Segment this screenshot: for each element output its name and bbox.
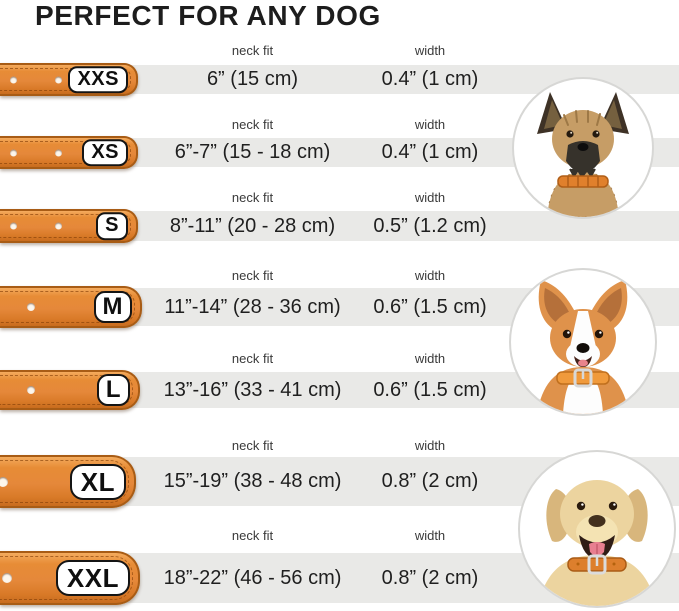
column-labels-row: neck fit width [0, 117, 679, 133]
neck-fit-value: 11”-14” (28 - 36 cm) [164, 295, 341, 318]
neck-fit-column-label: neck fit [231, 43, 274, 58]
collar-hole [2, 573, 12, 583]
neck-fit-value: 6” (15 cm) [206, 68, 299, 90]
neck-fit-column-label: neck fit [231, 117, 274, 132]
collar-hole [10, 76, 17, 83]
size-tag: XXL [55, 559, 130, 597]
width-column-label: width [414, 190, 446, 205]
labrador-dog-icon [538, 480, 656, 606]
width-value: 0.4” (1 cm) [381, 68, 479, 90]
width-column-label: width [414, 528, 446, 543]
labrador-dog-photo [518, 450, 676, 608]
size-tag: XL [69, 463, 126, 500]
collar-strap: XXS [0, 63, 138, 96]
column-labels-row: neck fit width [0, 190, 679, 206]
neck-fit-column-label: neck fit [231, 438, 274, 453]
width-value: 0.5” (1.2 cm) [373, 214, 487, 237]
width-column-label: width [414, 351, 446, 366]
width-value: 0.8” (2 cm) [381, 566, 479, 589]
terrier-dog-photo [512, 77, 654, 219]
column-labels-row: neck fit width [0, 438, 679, 454]
neck-fit-column-label: neck fit [231, 351, 274, 366]
corgi-dog-icon [537, 280, 629, 414]
collar-hole [55, 149, 62, 156]
neck-fit-column-label: neck fit [231, 268, 274, 283]
collar-strap: S [0, 209, 138, 243]
collar-strap: M [0, 286, 142, 328]
column-labels-row: neck fit width [0, 528, 679, 544]
width-value: 0.6” (1.5 cm) [373, 295, 487, 318]
neck-fit-value: 15”-19” (38 - 48 cm) [163, 470, 342, 492]
collar-hole [55, 222, 62, 230]
size-tag: M [93, 291, 132, 323]
column-labels-row: neck fit width [0, 351, 679, 367]
size-tag: XS [82, 138, 128, 167]
collar-strap: XS [0, 136, 138, 169]
width-value: 0.6” (1.5 cm) [373, 378, 487, 401]
neck-fit-column-label: neck fit [231, 528, 274, 543]
neck-fit-value: 6”-7” (15 - 18 cm) [174, 141, 331, 163]
neck-fit-value: 8”-11” (20 - 28 cm) [169, 214, 336, 237]
collar-hole [55, 76, 62, 83]
column-labels-row: neck fit width [0, 43, 679, 59]
neck-fit-value: 18”-22” (46 - 56 cm) [163, 566, 342, 589]
collar-strap: XL [0, 455, 136, 508]
neck-fit-value: 13”-16” (33 - 41 cm) [163, 378, 342, 401]
width-column-label: width [414, 438, 446, 453]
width-column-label: width [414, 117, 446, 132]
corgi-dog-photo [509, 268, 657, 416]
page-title: PERFECT FOR ANY DOG [35, 0, 381, 31]
width-column-label: width [414, 268, 446, 283]
collar-hole [10, 149, 17, 156]
collar-hole [27, 386, 35, 394]
terrier-dog-icon [537, 92, 629, 217]
size-tag: S [96, 212, 128, 240]
collar-strap: L [0, 370, 140, 410]
width-value: 0.8” (2 cm) [381, 470, 479, 492]
collar-hole [27, 303, 35, 311]
width-value: 0.4” (1 cm) [381, 141, 479, 163]
collar-strap: XXL [0, 551, 140, 605]
collar-hole [10, 222, 17, 230]
neck-fit-column-label: neck fit [231, 190, 274, 205]
collar-hole [0, 476, 8, 487]
column-labels-row: neck fit width [0, 268, 679, 284]
size-tag: L [96, 374, 130, 406]
width-column-label: width [414, 43, 446, 58]
size-tag: XXS [68, 65, 128, 94]
size-row-band: XXL 18”-22” (46 - 56 cm) 0.8” (2 cm) [0, 551, 679, 605]
